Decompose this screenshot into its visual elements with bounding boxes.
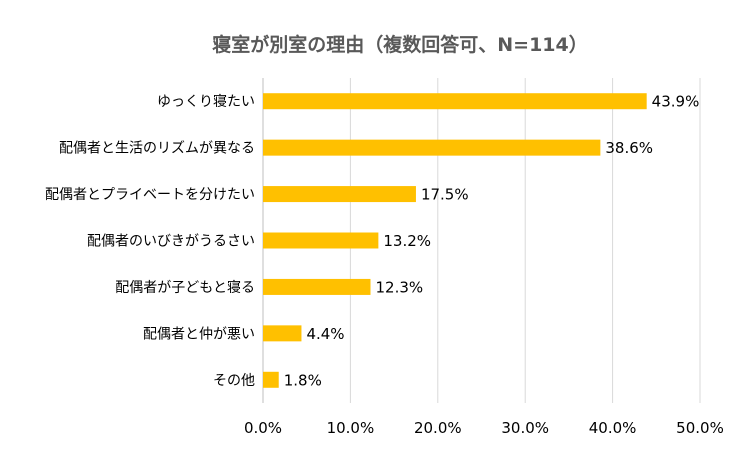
bar (263, 186, 416, 203)
data-label: 43.9% (652, 93, 700, 111)
category-label: 配偶者と生活のリズムが異なる (59, 141, 255, 157)
data-label: 12.3% (376, 278, 424, 296)
data-label: 1.8% (284, 371, 322, 389)
category-label: その他 (213, 373, 255, 389)
bar (263, 139, 601, 156)
bar (263, 371, 279, 388)
data-label: 38.6% (605, 139, 653, 157)
data-label: 4.4% (306, 325, 344, 343)
data-label: 13.2% (383, 232, 431, 250)
bar (263, 93, 647, 110)
bar (263, 325, 302, 342)
bar (263, 278, 371, 295)
x-tick-label: 20.0% (414, 419, 462, 437)
x-tick-label: 50.0% (676, 419, 724, 437)
category-label: ゆっくり寝たい (157, 93, 255, 110)
bar (263, 232, 379, 249)
x-tick-label: 30.0% (501, 419, 549, 437)
category-label: 配偶者のいびきがうるさい (87, 234, 255, 250)
category-label: 配偶者とプライベートを分けたい (45, 187, 255, 203)
category-label: 配偶者が子どもと寝る (115, 279, 255, 296)
data-label: 17.5% (421, 186, 469, 204)
x-tick-label: 10.0% (327, 419, 375, 437)
chart-title: 寝室が別室の理由（複数回答可、N=114） (212, 33, 587, 56)
x-tick-label: 40.0% (589, 419, 637, 437)
category-label: 配偶者と仲が悪い (143, 326, 255, 342)
x-tick-label: 0.0% (244, 419, 282, 437)
